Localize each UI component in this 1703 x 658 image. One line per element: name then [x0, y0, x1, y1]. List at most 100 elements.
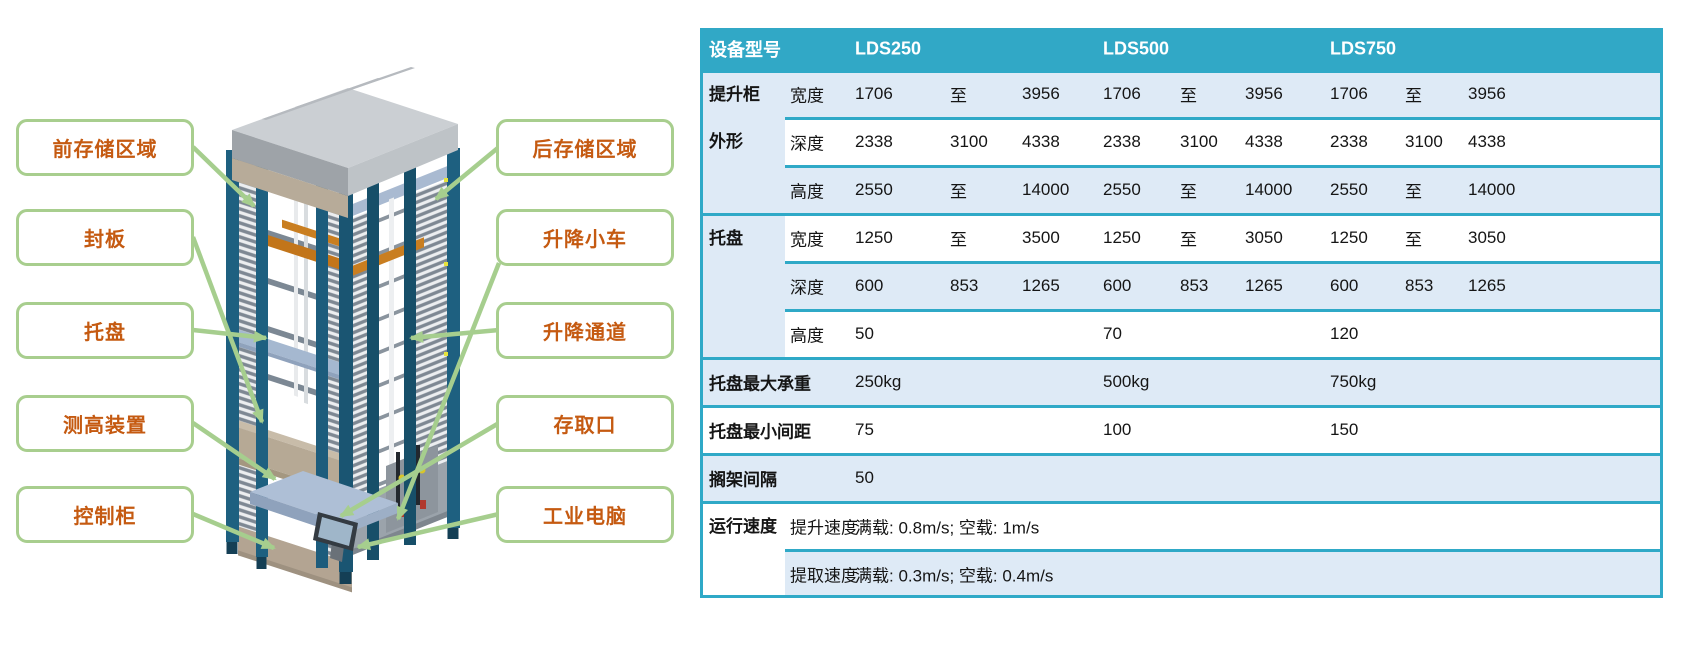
callout-industrial-computer: 工业电脑: [496, 486, 674, 543]
value-cell: 1250: [1103, 228, 1141, 247]
callout-height-measure: 测高装置: [16, 395, 194, 452]
callout-label: 后存储区域: [532, 139, 638, 161]
speed-value: 满载: 0.3m/s; 空载: 0.4m/s: [855, 566, 1054, 586]
sensor-dots: [444, 178, 448, 356]
callout-lift-carriage: 升降小车: [496, 209, 674, 266]
callout-label: 前存储区域: [52, 139, 158, 161]
value-cell: 3100: [1405, 132, 1443, 151]
row-sublabel: 高度: [790, 326, 824, 346]
table-row: 高度 2550 至 14000 2550 至 14000 2550 至 1400…: [700, 166, 1663, 214]
value-cell: 3500: [1022, 228, 1060, 247]
value-cell: 75: [855, 420, 874, 439]
group-label: 托盘: [709, 229, 743, 248]
lift-channel-rail: [389, 197, 394, 532]
value-cell: 250kg: [855, 372, 902, 391]
row-label: 托盘最小间距: [709, 422, 811, 442]
arrow-tray: [192, 327, 268, 343]
header-device-model: 设备型号: [709, 40, 781, 60]
value-cell: 至: [1405, 182, 1422, 202]
group-label: 提升柜: [709, 85, 760, 104]
value-cell: 1250: [1330, 228, 1368, 247]
callout-label: 托盘: [84, 322, 126, 344]
table-row: 深度 2338 3100 4338 2338 3100 4338 2338 31…: [700, 118, 1663, 166]
table-row: 高度 50 70 120: [700, 310, 1663, 358]
table-row: 深度 600 853 1265 600 853 1265 600 853 126…: [700, 262, 1663, 310]
callout-lift-channel: 升降通道: [496, 302, 674, 359]
machine-diagram: 前存储区域 封板 托盘 测高装置 控制柜 后存储区域 升降小车 升降通道 存取口…: [0, 0, 700, 658]
table-right-border: [1660, 28, 1663, 598]
value-cell: 至: [1405, 86, 1422, 106]
value-cell: 至: [950, 182, 967, 202]
header-lds500: LDS500: [1103, 38, 1170, 59]
value-cell: 1706: [855, 84, 893, 103]
value-cell: 3956: [1245, 84, 1283, 103]
value-cell: 1706: [1103, 84, 1141, 103]
arrow-front-storage: [191, 145, 256, 208]
row-label: 搁架间隔: [709, 470, 777, 490]
value-cell: 4338: [1245, 132, 1283, 151]
value-cell: 3956: [1468, 84, 1506, 103]
separator-line: [700, 70, 1663, 73]
value-cell: 3956: [1022, 84, 1060, 103]
group-lift-cabinet-shape: 提升柜 外形: [702, 70, 785, 214]
table-row: 提升速度 满载: 0.8m/s; 空载: 1m/s: [700, 502, 1663, 550]
spec-table: 设备型号 LDS250 LDS500 LDS750 提升柜 外形 托盘 运行速度…: [700, 28, 1663, 598]
table-row: 宽度 1706 至 3956 1706 至 3956 1706 至 3956: [700, 70, 1663, 118]
value-cell: 1265: [1022, 276, 1060, 295]
callout-access-port: 存取口: [496, 395, 674, 452]
row-sublabel: 宽度: [790, 230, 824, 250]
value-cell: 1265: [1468, 276, 1506, 295]
arrow-seal-plate: [190, 236, 265, 424]
value-cell: 3100: [1180, 132, 1218, 151]
table-row: 提取速度 满载: 0.3m/s; 空载: 0.4m/s: [700, 550, 1663, 598]
value-cell: 至: [950, 230, 967, 250]
industrial-computer: [313, 512, 358, 562]
group-label: 运行速度: [709, 517, 777, 536]
value-cell: 1706: [1330, 84, 1368, 103]
machine-columns: [226, 148, 460, 584]
table-left-border: [700, 28, 703, 598]
row-sublabel: 高度: [790, 182, 824, 202]
header-lds250: LDS250: [855, 38, 922, 59]
separator-line: [785, 548, 1663, 552]
table-row: 托盘最大承重 250kg 500kg 750kg: [700, 358, 1663, 406]
row-label: 托盘最大承重: [709, 374, 811, 394]
value-cell: 至: [950, 86, 967, 106]
row-data-background: [785, 550, 1663, 598]
callout-control-cabinet: 控制柜: [16, 486, 194, 543]
separator-line: [700, 404, 1663, 408]
arrow-rear-storage: [434, 145, 501, 201]
arrow-lift-carriage: [395, 262, 502, 521]
callout-tray: 托盘: [16, 302, 194, 359]
value-cell: 至: [1405, 230, 1422, 250]
separator-line: [700, 500, 1663, 504]
separator-line: [785, 260, 1663, 264]
callout-label: 升降小车: [543, 229, 627, 251]
callout-label: 测高装置: [63, 415, 147, 437]
value-cell: 1265: [1245, 276, 1283, 295]
value-cell: 853: [1180, 276, 1209, 295]
callout-label: 工业电脑: [543, 506, 627, 528]
value-cell: 4338: [1468, 132, 1506, 151]
arrow-lift-channel: [409, 327, 500, 343]
value-cell: 853: [950, 276, 979, 295]
group-running-speed: 运行速度: [702, 502, 785, 598]
value-cell: 3050: [1245, 228, 1283, 247]
value-cell: 600: [1330, 276, 1359, 295]
value-cell: 至: [1180, 86, 1197, 106]
value-cell: 至: [1180, 230, 1197, 250]
value-cell: 4338: [1022, 132, 1060, 151]
value-cell: 2338: [855, 132, 893, 151]
table-row: 宽度 1250 至 3500 1250 至 3050 1250 至 3050: [700, 214, 1663, 262]
value-cell: 3100: [950, 132, 988, 151]
value-cell: 600: [855, 276, 884, 295]
value-cell: 2338: [1103, 132, 1141, 151]
value-cell: 2338: [1330, 132, 1368, 151]
callout-rear-storage: 后存储区域: [496, 119, 674, 176]
separator-line: [785, 308, 1663, 312]
arrow-control-cabinet: [192, 511, 276, 551]
separator-line: [700, 212, 1663, 216]
header-lds750: LDS750: [1330, 38, 1397, 59]
row-sublabel: 深度: [790, 278, 824, 298]
